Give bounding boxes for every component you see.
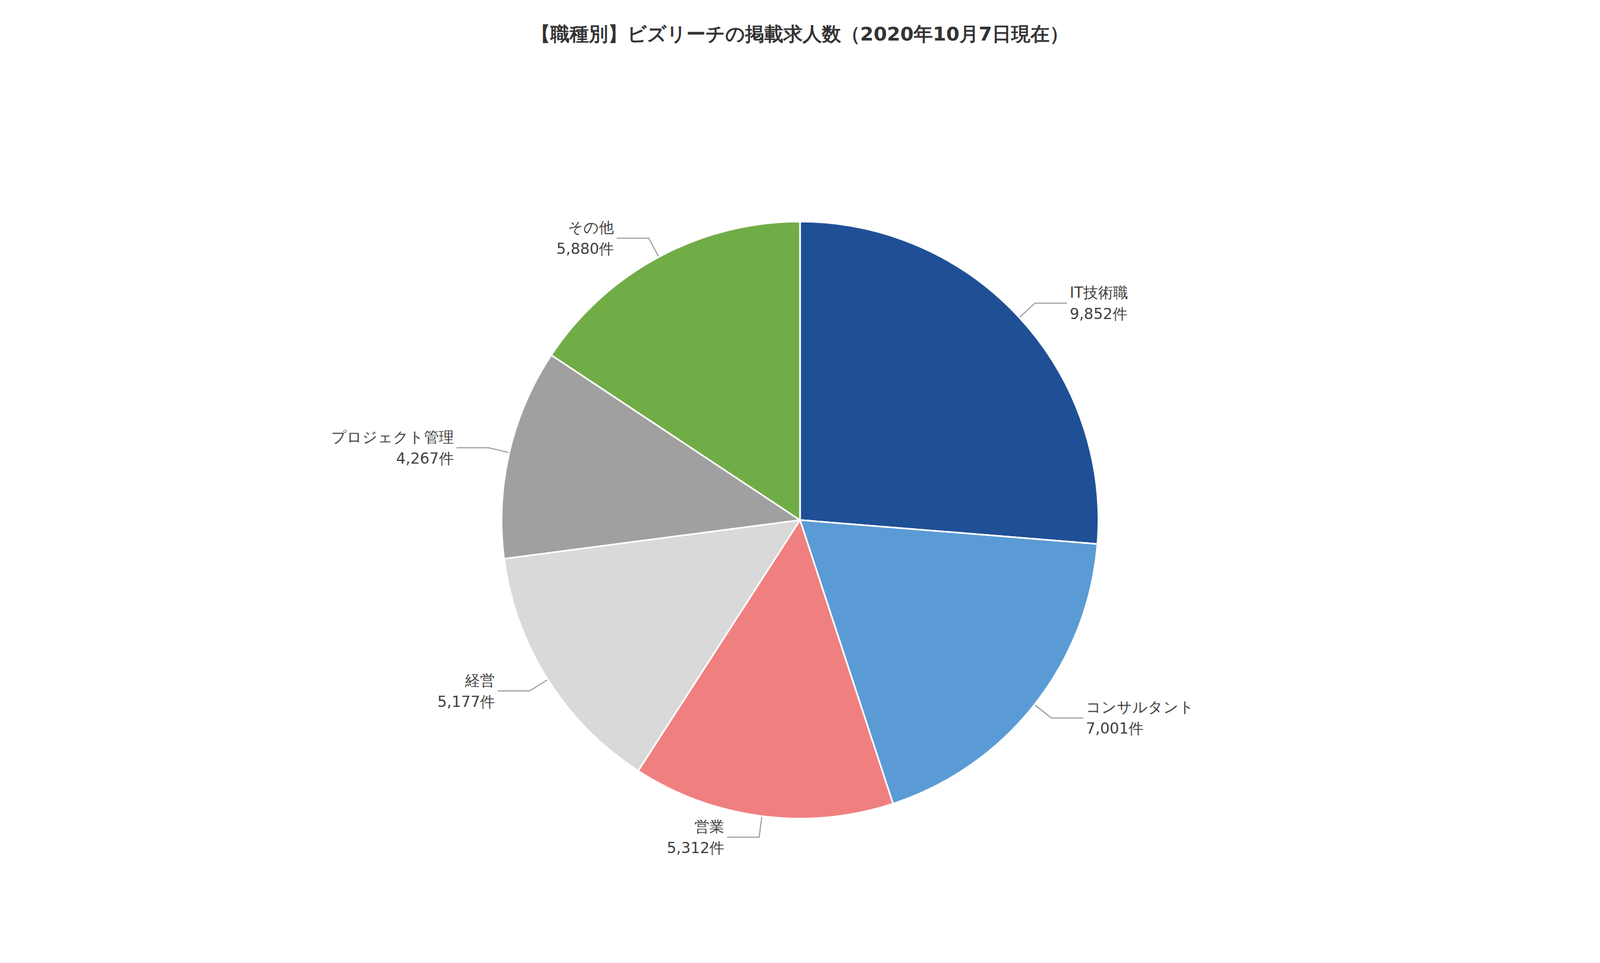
- svg-text:7,001件: 7,001件: [1085, 719, 1144, 738]
- svg-text:4,267件: 4,267件: [396, 449, 454, 468]
- svg-text:プロジェクト管理: プロジェクト管理: [331, 428, 454, 446]
- svg-text:5,312件: 5,312件: [666, 838, 725, 857]
- svg-text:5,177件: 5,177件: [437, 692, 495, 711]
- svg-text:営業: 営業: [694, 817, 725, 836]
- svg-text:その他: その他: [568, 218, 614, 237]
- svg-text:【職種別】ビズリーチの掲載求人数（2020年10月7日現在）: 【職種別】ビズリーチの掲載求人数（2020年10月7日現在）: [531, 22, 1069, 45]
- svg-text:IT技術職: IT技術職: [1069, 283, 1128, 302]
- svg-text:経営: 経営: [464, 671, 495, 690]
- svg-text:5,880件: 5,880件: [556, 240, 614, 258]
- svg-text:9,852件: 9,852件: [1069, 305, 1128, 323]
- svg-text:コンサルタント: コンサルタント: [1085, 698, 1195, 716]
